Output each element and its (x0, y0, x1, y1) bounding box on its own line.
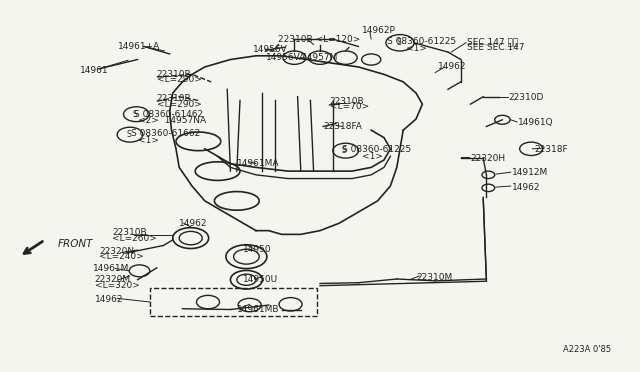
Text: 22320M: 22320M (95, 275, 131, 284)
Text: S: S (132, 110, 137, 119)
Text: <1>: <1> (138, 136, 159, 145)
Text: A223A 0'85: A223A 0'85 (563, 345, 611, 354)
Text: 14962: 14962 (95, 295, 124, 304)
Text: 14962: 14962 (438, 62, 467, 71)
Text: 22310B: 22310B (330, 97, 364, 106)
Text: S 08360-61462: S 08360-61462 (134, 110, 204, 119)
Text: 14961: 14961 (80, 66, 109, 75)
Text: S: S (396, 38, 401, 47)
Text: FRONT: FRONT (58, 239, 93, 248)
Text: 14962: 14962 (179, 219, 208, 228)
Text: <1>: <1> (362, 152, 383, 161)
Text: 14956V: 14956V (253, 45, 287, 54)
Text: 22310B: 22310B (157, 70, 191, 79)
Text: 22318F: 22318F (534, 145, 568, 154)
Text: S: S (126, 130, 131, 139)
Text: 14950: 14950 (243, 246, 272, 254)
Text: <1>: <1> (406, 44, 428, 53)
Text: 14961MA: 14961MA (237, 159, 279, 168)
Text: S: S (342, 146, 346, 155)
Text: 22318FA: 22318FA (323, 122, 362, 131)
Text: S 08360-61225: S 08360-61225 (342, 145, 412, 154)
Text: 14961+A: 14961+A (118, 42, 161, 51)
Text: 14912M: 14912M (512, 169, 548, 177)
Text: 14957M: 14957M (302, 53, 339, 62)
Text: <L=240>: <L=240> (99, 252, 144, 261)
Text: 22320H: 22320H (470, 154, 506, 163)
Text: 22310B <L=120>: 22310B <L=120> (278, 35, 361, 44)
Text: 22310M: 22310M (416, 273, 452, 282)
Text: <L=290>: <L=290> (157, 100, 202, 109)
Text: 14950U: 14950U (243, 275, 278, 284)
Text: 14962: 14962 (512, 183, 541, 192)
Text: 22310B: 22310B (157, 94, 191, 103)
Text: S 08360-61662: S 08360-61662 (131, 129, 200, 138)
Text: <L=290>: <L=290> (157, 76, 202, 84)
Text: SEE SEC.147: SEE SEC.147 (467, 43, 525, 52)
Text: 22310D: 22310D (509, 93, 544, 102)
Text: 14961M: 14961M (93, 264, 129, 273)
Text: 14961Q: 14961Q (518, 118, 554, 127)
Text: <L=70>: <L=70> (330, 102, 369, 111)
Text: 22310B: 22310B (112, 228, 147, 237)
Text: 14962P: 14962P (362, 26, 396, 35)
Text: S 08360-61225: S 08360-61225 (387, 37, 456, 46)
Text: SEC.147 参照: SEC.147 参照 (467, 37, 518, 46)
Text: <L=260>: <L=260> (112, 234, 157, 243)
Text: <L=320>: <L=320> (95, 281, 140, 290)
Text: 14956VA: 14956VA (266, 53, 306, 62)
Text: 22320N: 22320N (99, 247, 134, 256)
Text: 14961MB: 14961MB (237, 305, 279, 314)
Text: <2>  14957NA: <2> 14957NA (138, 116, 205, 125)
